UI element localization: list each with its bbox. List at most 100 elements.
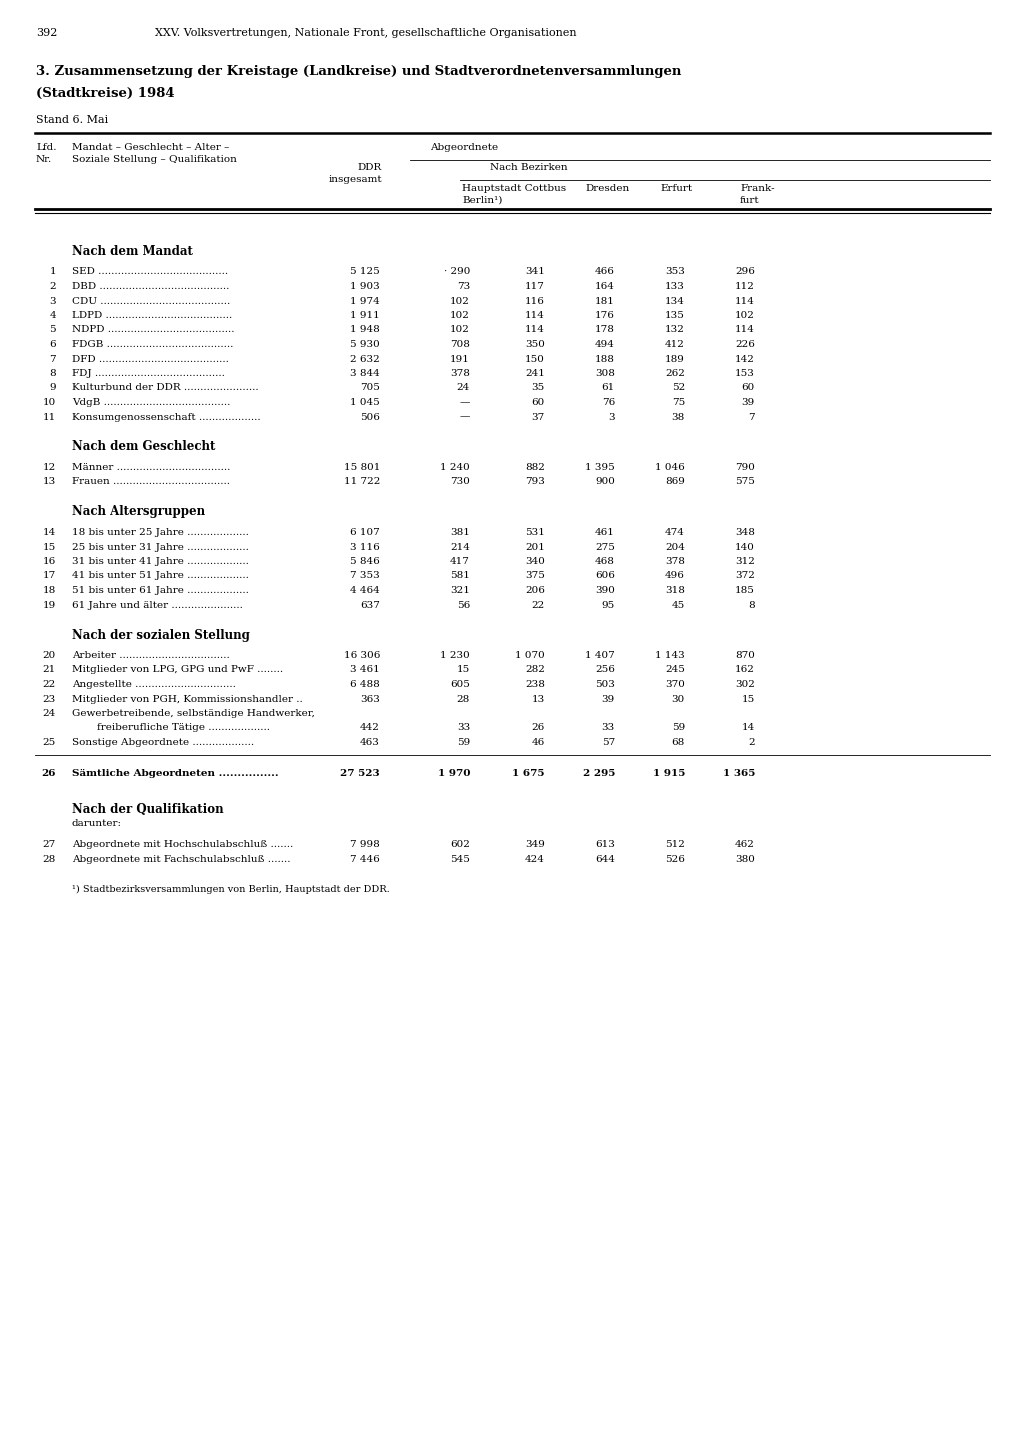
Text: 7: 7 bbox=[49, 355, 56, 363]
Text: 206: 206 bbox=[525, 586, 545, 595]
Text: 375: 375 bbox=[525, 572, 545, 580]
Text: 102: 102 bbox=[451, 296, 470, 306]
Text: Angestellte ...............................: Angestellte ............................… bbox=[72, 681, 236, 689]
Text: Männer ...................................: Männer .................................… bbox=[72, 462, 230, 472]
Text: 16 306: 16 306 bbox=[344, 651, 380, 661]
Text: 21: 21 bbox=[43, 665, 56, 675]
Text: Nach dem Geschlecht: Nach dem Geschlecht bbox=[72, 441, 215, 454]
Text: 3 116: 3 116 bbox=[350, 543, 380, 551]
Text: 140: 140 bbox=[735, 543, 755, 551]
Text: 602: 602 bbox=[451, 840, 470, 849]
Text: Arbeiter ..................................: Arbeiter ...............................… bbox=[72, 651, 229, 661]
Text: 23: 23 bbox=[43, 695, 56, 704]
Text: 24: 24 bbox=[43, 709, 56, 718]
Text: 381: 381 bbox=[451, 528, 470, 537]
Text: 16: 16 bbox=[43, 557, 56, 566]
Text: 372: 372 bbox=[735, 572, 755, 580]
Text: 900: 900 bbox=[595, 478, 615, 487]
Text: 531: 531 bbox=[525, 528, 545, 537]
Text: Mandat – Geschlecht – Alter –: Mandat – Geschlecht – Alter – bbox=[72, 144, 229, 152]
Text: 27 523: 27 523 bbox=[340, 770, 380, 778]
Text: 68: 68 bbox=[672, 738, 685, 747]
Text: Sonstige Abgeordnete ...................: Sonstige Abgeordnete ................... bbox=[72, 738, 254, 747]
Text: 341: 341 bbox=[525, 267, 545, 277]
Text: Nach Bezirken: Nach Bezirken bbox=[490, 164, 567, 172]
Text: 412: 412 bbox=[666, 340, 685, 349]
Text: 204: 204 bbox=[666, 543, 685, 551]
Text: 15: 15 bbox=[43, 543, 56, 551]
Text: Kulturbund der DDR .......................: Kulturbund der DDR .....................… bbox=[72, 383, 259, 392]
Text: 7 446: 7 446 bbox=[350, 854, 380, 863]
Text: 637: 637 bbox=[360, 600, 380, 609]
Text: 37: 37 bbox=[531, 412, 545, 422]
Text: Frank-: Frank- bbox=[740, 184, 774, 192]
Text: LDPD .......................................: LDPD ...................................… bbox=[72, 312, 232, 320]
Text: 61: 61 bbox=[602, 383, 615, 392]
Text: 3. Zusammensetzung der Kreistage (Landkreise) und Stadtverordnetenversammlungen: 3. Zusammensetzung der Kreistage (Landkr… bbox=[36, 65, 681, 78]
Text: 882: 882 bbox=[525, 462, 545, 472]
Text: 191: 191 bbox=[451, 355, 470, 363]
Text: 18: 18 bbox=[43, 586, 56, 595]
Text: Dresden: Dresden bbox=[585, 184, 630, 192]
Text: 506: 506 bbox=[360, 412, 380, 422]
Text: 11 722: 11 722 bbox=[344, 478, 380, 487]
Text: 708: 708 bbox=[451, 340, 470, 349]
Text: 176: 176 bbox=[595, 312, 615, 320]
Text: 14: 14 bbox=[43, 528, 56, 537]
Text: 296: 296 bbox=[735, 267, 755, 277]
Text: 318: 318 bbox=[666, 586, 685, 595]
Text: Frauen ....................................: Frauen .................................… bbox=[72, 478, 230, 487]
Text: 496: 496 bbox=[666, 572, 685, 580]
Text: 463: 463 bbox=[360, 738, 380, 747]
Text: 30: 30 bbox=[672, 695, 685, 704]
Text: 545: 545 bbox=[451, 854, 470, 863]
Text: 116: 116 bbox=[525, 296, 545, 306]
Text: 15: 15 bbox=[457, 665, 470, 675]
Text: 466: 466 bbox=[595, 267, 615, 277]
Text: 442: 442 bbox=[360, 724, 380, 732]
Text: Nach der Qualifikation: Nach der Qualifikation bbox=[72, 803, 223, 816]
Text: 1 070: 1 070 bbox=[515, 651, 545, 661]
Text: 114: 114 bbox=[525, 326, 545, 335]
Text: 60: 60 bbox=[531, 398, 545, 406]
Text: 2 295: 2 295 bbox=[583, 770, 615, 778]
Text: 117: 117 bbox=[525, 281, 545, 292]
Text: 73: 73 bbox=[457, 281, 470, 292]
Text: 417: 417 bbox=[451, 557, 470, 566]
Text: 178: 178 bbox=[595, 326, 615, 335]
Text: DDR: DDR bbox=[357, 164, 382, 172]
Text: 35: 35 bbox=[531, 383, 545, 392]
Text: 114: 114 bbox=[525, 312, 545, 320]
Text: 353: 353 bbox=[666, 267, 685, 277]
Text: 164: 164 bbox=[595, 281, 615, 292]
Text: 13: 13 bbox=[531, 695, 545, 704]
Text: 7 353: 7 353 bbox=[350, 572, 380, 580]
Text: 226: 226 bbox=[735, 340, 755, 349]
Text: Nach dem Mandat: Nach dem Mandat bbox=[72, 246, 193, 258]
Text: 75: 75 bbox=[672, 398, 685, 406]
Text: 275: 275 bbox=[595, 543, 615, 551]
Text: 1 045: 1 045 bbox=[350, 398, 380, 406]
Text: 56: 56 bbox=[457, 600, 470, 609]
Text: 1 395: 1 395 bbox=[586, 462, 615, 472]
Text: (Stadtkreise) 1984: (Stadtkreise) 1984 bbox=[36, 88, 175, 101]
Text: 494: 494 bbox=[595, 340, 615, 349]
Text: 321: 321 bbox=[451, 586, 470, 595]
Text: 238: 238 bbox=[525, 681, 545, 689]
Text: 14: 14 bbox=[741, 724, 755, 732]
Text: 201: 201 bbox=[525, 543, 545, 551]
Text: 730: 730 bbox=[451, 478, 470, 487]
Text: 41 bis unter 51 Jahre ...................: 41 bis unter 51 Jahre ..................… bbox=[72, 572, 249, 580]
Text: 15 801: 15 801 bbox=[344, 462, 380, 472]
Text: —: — bbox=[460, 398, 470, 406]
Text: 22: 22 bbox=[531, 600, 545, 609]
Text: 605: 605 bbox=[451, 681, 470, 689]
Text: 95: 95 bbox=[602, 600, 615, 609]
Text: 51 bis unter 61 Jahre ...................: 51 bis unter 61 Jahre ..................… bbox=[72, 586, 249, 595]
Text: 5 930: 5 930 bbox=[350, 340, 380, 349]
Text: Lfd.: Lfd. bbox=[36, 144, 56, 152]
Text: 24: 24 bbox=[457, 383, 470, 392]
Text: 31 bis unter 41 Jahre ...................: 31 bis unter 41 Jahre ..................… bbox=[72, 557, 249, 566]
Text: 59: 59 bbox=[457, 738, 470, 747]
Text: Abgeordnete mit Fachschulabschluß .......: Abgeordnete mit Fachschulabschluß ......… bbox=[72, 854, 291, 863]
